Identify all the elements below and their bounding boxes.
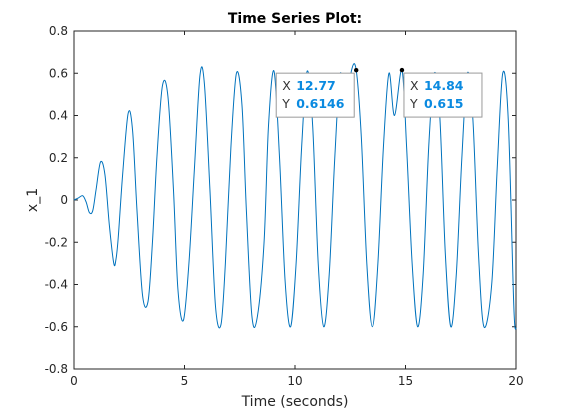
y-axis-label: x_1	[25, 188, 41, 212]
ticks-group: 0 5 10 15 20 -0.8 -0.6 -0.4 -0.2 0 0.2 0.4 0.6 0.8	[45, 24, 524, 388]
y-tick-label: -0.4	[45, 278, 68, 292]
datatip-x-value: 14.84	[424, 78, 464, 93]
datatip-x-value: 12.77	[296, 78, 336, 93]
y-tick-label: 0.6	[49, 66, 68, 80]
x-tick-label: 15	[398, 374, 413, 388]
x-axis-label: Time (seconds)	[241, 394, 349, 410]
datatip-y-key: Y	[281, 96, 290, 111]
y-tick-label: 0.4	[49, 109, 68, 123]
datatip-y-key: Y	[409, 96, 418, 111]
x-tick-label: 20	[508, 374, 523, 388]
datatip-y-value: 0.615	[424, 96, 464, 111]
datatip-x-key: X	[410, 78, 419, 93]
datatip-marker	[354, 67, 359, 73]
series-line	[73, 63, 517, 330]
chart-title: Time Series Plot:	[228, 11, 362, 27]
x-tick-label: 10	[287, 374, 302, 388]
datatip-box	[275, 72, 355, 118]
y-tick-label: 0	[60, 193, 68, 207]
x-tick-label: 5	[181, 374, 189, 388]
x-tick-label: 0	[70, 374, 78, 388]
datatip-marker	[399, 67, 405, 73]
datatip-y-value: 0.6146	[296, 96, 345, 111]
y-tick-label: 0.8	[49, 24, 68, 38]
y-tick-label: 0.2	[49, 151, 68, 165]
datatip-x-key: X	[282, 78, 291, 93]
y-tick-label: -0.2	[45, 235, 68, 249]
y-tick-label: -0.6	[45, 320, 68, 334]
datatips-group: X 12.77 Y 0.6146 X 14.84 Y 0.615	[275, 67, 483, 118]
series-group	[73, 63, 517, 330]
datatip-box	[403, 72, 483, 118]
y-tick-label: -0.8	[45, 362, 68, 376]
